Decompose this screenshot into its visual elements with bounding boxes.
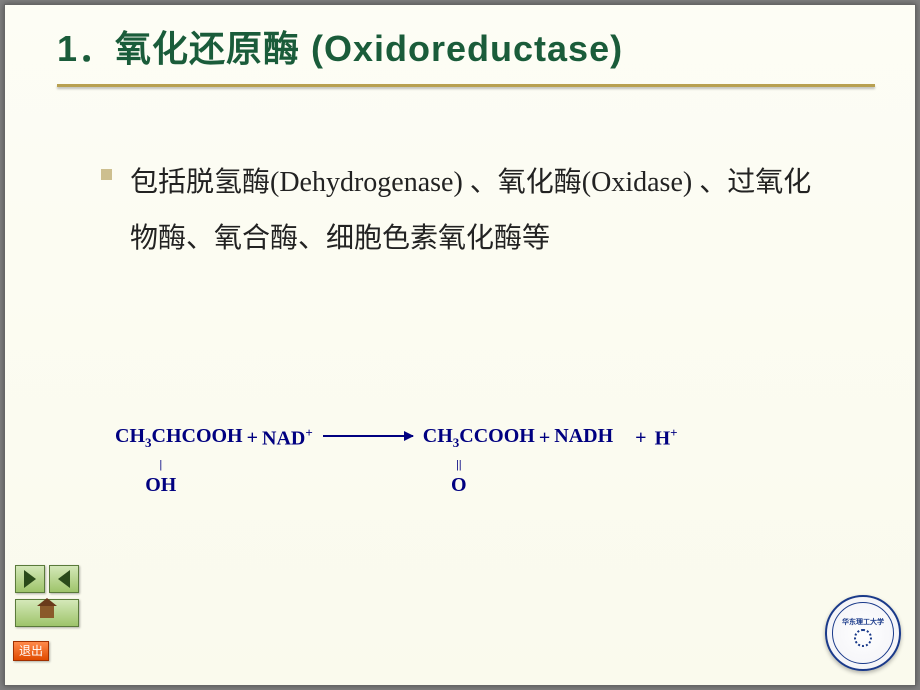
reaction-arrow-icon bbox=[323, 435, 413, 437]
title-underline bbox=[57, 84, 875, 87]
plus-2: + bbox=[539, 427, 550, 450]
gear-icon bbox=[854, 629, 872, 647]
reactant-2: NAD+ bbox=[262, 425, 313, 451]
triangle-left-icon bbox=[58, 570, 70, 588]
product-2: NADH bbox=[554, 425, 613, 448]
prev-button[interactable] bbox=[49, 565, 79, 593]
university-logo: 华东理工大学 bbox=[825, 595, 901, 671]
equation-line: CH3CHCOOH | OH + NAD+ CH3CCOOH || O + NA… bbox=[115, 425, 678, 497]
slide-body: 包括脱氢酶(Dehydrogenase) 、氧化酶(Oxidase) 、过氧化物… bbox=[5, 97, 915, 267]
home-icon bbox=[37, 606, 57, 620]
reactant-1: CH3CHCOOH | OH bbox=[115, 425, 243, 497]
slide: 1．氧化还原酶 (Oxidoreductase) 包括脱氢酶(Dehydroge… bbox=[4, 4, 916, 686]
logo-center: 华东理工大学 bbox=[842, 619, 884, 647]
plus-3: + bbox=[635, 427, 646, 450]
home-button[interactable] bbox=[15, 599, 79, 627]
logo-inner: 华东理工大学 bbox=[832, 602, 894, 664]
next-button[interactable] bbox=[15, 565, 45, 593]
bullet-item: 包括脱氢酶(Dehydrogenase) 、氧化酶(Oxidase) 、过氧化物… bbox=[101, 155, 835, 267]
bullet-text: 包括脱氢酶(Dehydrogenase) 、氧化酶(Oxidase) 、过氧化物… bbox=[130, 155, 835, 267]
plus-1: + bbox=[247, 427, 258, 450]
logo-text-cn: 华东理工大学 bbox=[842, 619, 884, 627]
exit-button[interactable]: 退出 bbox=[13, 641, 49, 661]
product-1: CH3CCOOH || O bbox=[423, 425, 535, 497]
triangle-right-icon bbox=[24, 570, 36, 588]
nav-buttons bbox=[15, 565, 79, 627]
title-area: 1．氧化还原酶 (Oxidoreductase) bbox=[5, 5, 915, 97]
bullet-marker bbox=[101, 169, 112, 180]
product-3: H+ bbox=[655, 425, 678, 451]
chemical-equation: CH3CHCOOH | OH + NAD+ CH3CCOOH || O + NA… bbox=[115, 425, 678, 497]
slide-title: 1．氧化还原酶 (Oxidoreductase) bbox=[57, 27, 875, 70]
